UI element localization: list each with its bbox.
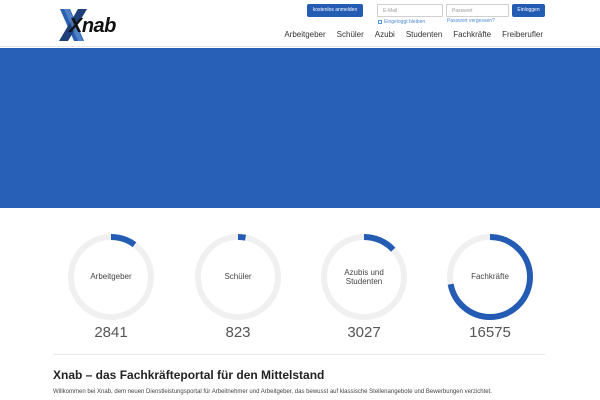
password-field[interactable] [446,4,509,17]
stat-label: Fachkräfte [471,272,509,282]
stat-ring [447,234,533,320]
nav-item-freiberufler[interactable]: Freiberufler [502,30,543,39]
login-button[interactable]: Einloggen [512,4,545,17]
xnab-logo[interactable]: Xnab [56,7,116,43]
stat-ring [195,234,281,320]
nav-item-schueler[interactable]: Schüler [336,30,364,39]
stat-ring [321,234,407,320]
section-divider [53,354,545,355]
stat-label: Azubis und Studenten [344,267,384,286]
remember-checkbox[interactable] [378,19,382,24]
stat-value: 3027 [347,324,381,341]
hero-banner [0,48,600,208]
nav-item-arbeitgeber[interactable]: Arbeitgeber [284,30,326,39]
main-nav: Arbeitgeber Schüler Azubi Studenten Fach… [284,30,543,39]
intro-text: Willkommen bei Xnab, dem neuen Dienstlei… [53,389,492,395]
stat-fachkraefte: Fachkräfte 16575 [446,233,534,341]
nav-item-fachkraefte[interactable]: Fachkräfte [453,30,492,39]
stat-arbeitgeber: Arbeitgeber 2841 [67,233,155,341]
nav-item-azubi[interactable]: Azubi [374,30,395,39]
stat-value: 2841 [94,324,128,341]
stat-value: 16575 [469,324,511,341]
stat-azubis-studenten: Azubis und Studenten 3027 [320,233,408,341]
remember-me[interactable]: Eingeloggt bleiben [378,18,425,25]
stat-label: Schüler [224,272,252,282]
logo-text: Xnab [69,15,116,37]
email-field[interactable] [377,4,443,17]
site-header: Xnab kostenlos anmelden Einloggen Eingel… [0,0,600,47]
page-headline: Xnab – das Fachkräfteportal für den Mitt… [53,368,325,382]
stat-schueler: Schüler 823 [194,233,282,341]
forgot-password-link[interactable]: Passwort vergessen? [447,18,495,24]
remember-label: Eingeloggt bleiben [384,18,426,25]
stat-ring [68,234,154,320]
stat-label: Arbeitgeber [90,272,132,282]
logo-x-mark [59,9,87,41]
register-button[interactable]: kostenlos anmelden [307,4,363,17]
nav-item-studenten[interactable]: Studenten [405,30,443,39]
stat-value: 823 [225,324,251,341]
